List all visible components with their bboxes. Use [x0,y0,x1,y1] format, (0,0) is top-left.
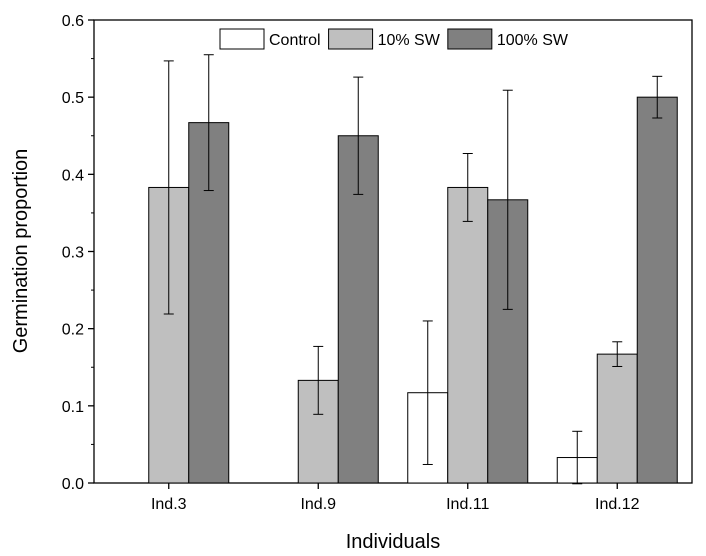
legend-swatch [328,28,374,50]
x-axis: Ind.3 Ind.9 Ind.11 Ind.12 [151,483,640,513]
error-bar [502,89,513,310]
y-tick-label: 0.4 [62,167,84,184]
x-tick-label: Ind.3 [151,496,187,513]
legend-item-100-sw: 100% SW [447,28,569,50]
legend-label: 100% SW [497,32,569,49]
error-bar [353,76,364,195]
y-tick-label: 0.6 [62,13,84,30]
error-bar [203,54,214,192]
legend-swatch [447,28,493,50]
x-tick-label: Ind.11 [446,496,489,513]
error-bar [652,75,663,119]
error-bars-layer [163,54,663,485]
x-tick-label: Ind.9 [300,496,336,513]
y-axis: 0.0 0.1 0.2 0.3 0.4 0.5 0.6 [62,13,94,493]
legend-item-10-sw: 10% SW [328,28,441,50]
error-bar [572,430,583,485]
y-tick-label: 0.5 [62,90,84,107]
x-axis-title: Individuals [346,531,441,553]
error-bar [422,320,433,465]
y-tick-label: 0.1 [62,399,84,416]
legend-swatch [219,28,265,50]
bar-10-sw [447,186,489,484]
y-axis-title: Germination proportion [10,149,32,354]
legend-label: 10% SW [378,32,441,49]
x-tick-label: Ind.12 [595,496,640,513]
error-bar [462,152,473,222]
legend: Control 10% SW 100% SW [219,28,569,50]
error-bar [163,60,174,315]
legend-item-control: Control [219,28,321,50]
error-bar [612,341,623,367]
y-tick-label: 0.2 [62,322,84,339]
legend-label: Control [269,32,321,49]
bar-10-sw [596,353,638,484]
bar-100-sw [636,96,678,484]
error-bar [313,345,324,415]
y-tick-label: 0.0 [62,476,84,493]
y-tick-label: 0.3 [62,245,84,262]
bars-layer [148,96,678,484]
